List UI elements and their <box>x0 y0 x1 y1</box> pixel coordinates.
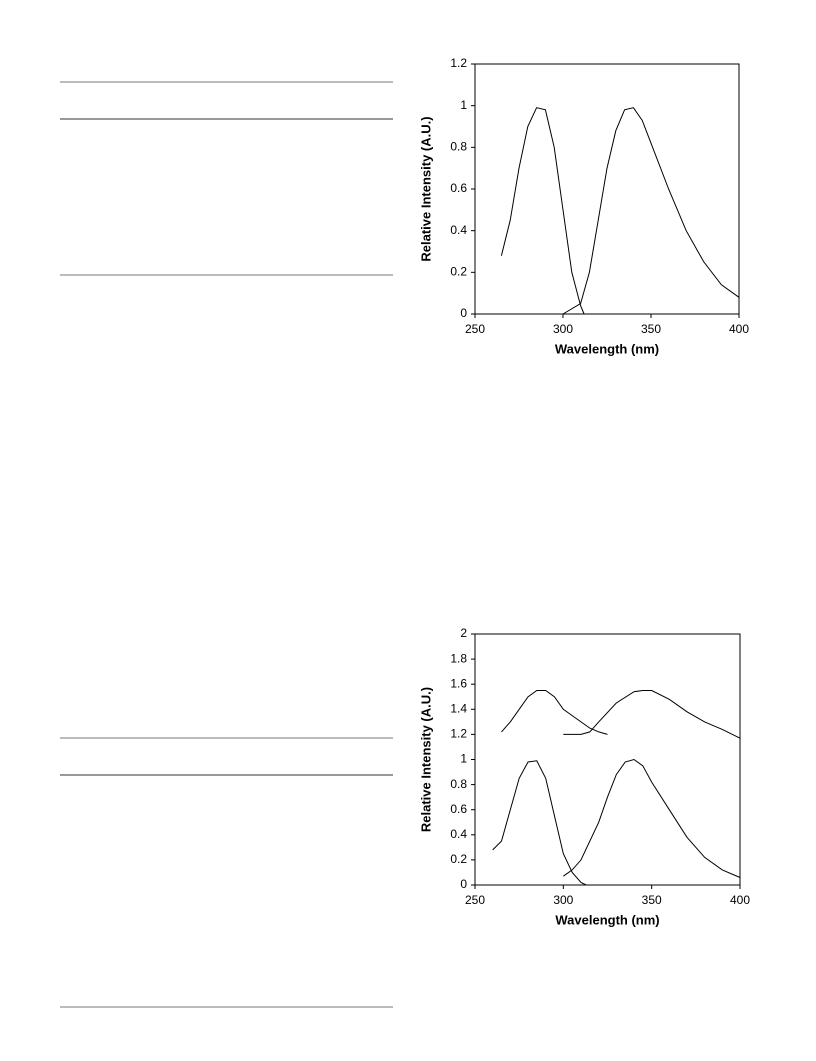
x-axis-title: Wavelength (nm) <box>555 341 659 356</box>
y-tick-label: 0 <box>460 877 467 891</box>
series-line <box>563 758 741 878</box>
x-tick-label: 250 <box>465 322 485 336</box>
x-axis-title: Wavelength (nm) <box>555 912 659 927</box>
x-tick-label: 250 <box>465 893 485 907</box>
y-tick-label: 0.6 <box>450 181 467 195</box>
chart: 0 0.2 0.4 0.6 0.8 1 1.2 1.4 1.6 1.8 2 250 300 350 400 W… <box>418 626 750 927</box>
y-tick-label: 0.8 <box>450 777 467 791</box>
x-tick-label: 400 <box>729 322 749 336</box>
y-tick-label: 0.8 <box>450 140 467 154</box>
series-line <box>492 760 587 886</box>
y-tick-label: 0.2 <box>450 852 467 866</box>
chart: 0 0.2 0.4 0.6 0.8 1 1.2 250 300 350 400 Wavelength … <box>418 56 749 356</box>
y-tick-label: 0.4 <box>450 223 467 237</box>
series-line <box>563 690 741 739</box>
y-tick-label: 1.8 <box>450 651 467 665</box>
y-tick-label: 0.4 <box>450 827 467 841</box>
plot-area <box>474 63 740 315</box>
table-rules <box>60 81 393 1008</box>
x-tick-label: 350 <box>642 893 662 907</box>
y-tick-label: 1.6 <box>450 676 467 690</box>
x-tick-label: 350 <box>641 322 661 336</box>
y-tick-label: 1 <box>460 752 467 766</box>
y-tick-label: 0.2 <box>450 265 467 279</box>
series-line <box>501 690 608 735</box>
series-line <box>562 107 740 315</box>
x-tick-label: 400 <box>730 893 750 907</box>
y-tick-label: 0 <box>460 306 467 320</box>
y-tick-label: 0.6 <box>450 802 467 816</box>
y-tick-label: 1.2 <box>450 56 467 70</box>
y-tick-label: 2 <box>460 626 467 640</box>
y-tick-label: 1.2 <box>450 727 467 741</box>
y-tick-label: 1 <box>460 98 467 112</box>
y-axis-title: Relative Intensity (A.U.) <box>418 687 433 832</box>
plot-area <box>474 633 741 886</box>
y-tick-label: 1.4 <box>450 701 467 715</box>
y-axis-title: Relative Intensity (A.U.) <box>418 116 433 261</box>
x-tick-label: 300 <box>553 893 573 907</box>
x-tick-label: 300 <box>553 322 573 336</box>
series-line <box>500 107 585 315</box>
